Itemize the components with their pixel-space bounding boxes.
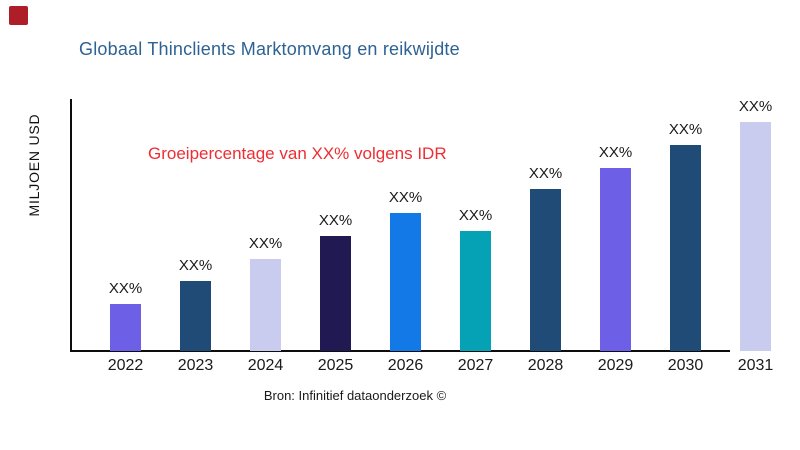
brand-logo-square [9,6,28,25]
bar-value-label-2031: XX% [738,98,773,115]
bar-2030: XX% [669,121,702,351]
source-caption: Bron: Infinitief dataonderzoek © [263,388,447,403]
bar-value-label-2028: XX% [528,165,563,182]
x-tick-2025: 2025 [317,357,354,374]
bar-value-label-2030: XX% [668,121,703,138]
bar-2026: XX% [389,189,422,351]
bar-value-label-2029: XX% [598,144,633,161]
x-tick-2029: 2029 [597,357,634,374]
x-tick-2030: 2030 [667,357,704,374]
bar-value-label-2024: XX% [248,235,283,252]
bar-2022: XX% [109,280,142,351]
y-axis-label: MILJOEN USD [26,113,42,217]
x-tick-2031: 2031 [737,357,774,374]
x-tick-2028: 2028 [527,357,564,374]
bar-value-label-2027: XX% [458,207,493,224]
y-axis-line [70,99,72,352]
bar-2031: XX% [739,98,772,351]
bar-2023: XX% [179,257,212,351]
x-tick-2023: 2023 [177,357,214,374]
growth-rate-annotation: Groeipercentage van XX% volgens IDR [148,144,447,163]
x-tick-2026: 2026 [387,357,424,374]
x-axis-line [70,350,730,352]
bar-2028: XX% [529,165,562,351]
bar-value-label-2026: XX% [388,189,423,206]
bar-value-label-2023: XX% [178,257,213,274]
chart-title: Globaal Thinclients Marktomvang en reikw… [79,39,460,59]
bar-2025: XX% [319,212,352,351]
x-tick-2027: 2027 [457,357,494,374]
x-tick-2024: 2024 [247,357,284,374]
bar-2024: XX% [249,235,282,351]
bar-2029: XX% [599,144,632,351]
bar-value-label-2025: XX% [318,212,353,229]
bar-2027: XX% [459,207,492,351]
bar-value-label-2022: XX% [108,280,143,297]
x-tick-2022: 2022 [107,357,144,374]
